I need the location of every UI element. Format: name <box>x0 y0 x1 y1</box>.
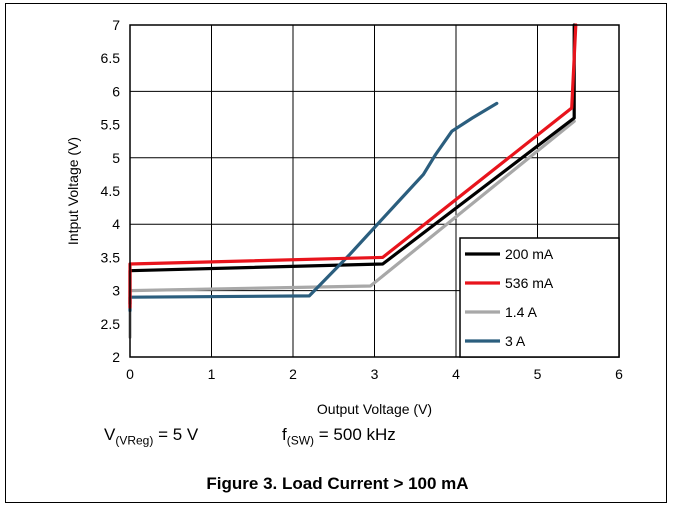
legend-box <box>459 237 620 358</box>
y-tick-label: 5 <box>112 150 120 166</box>
axes <box>129 24 620 358</box>
legend-label: 3 A <box>505 333 526 349</box>
fsw-value: = 500 kHz <box>314 425 396 444</box>
figure-frame <box>5 3 667 503</box>
y-tick-label: 7 <box>112 17 120 33</box>
x-tick-label: 3 <box>371 366 379 382</box>
legend-label: 536 mA <box>505 275 554 291</box>
y-axis-label: Intput Voltage (V) <box>65 137 81 245</box>
chart: 0 1 2 3 4 5 6 2 2.5 3 3.5 4 4.5 5 5.5 6 6.5 7 Output Volt… <box>65 17 624 417</box>
legend-label: 1.4 A <box>505 304 538 320</box>
fsw-subscript: (SW) <box>286 433 315 448</box>
x-tick-label: 1 <box>208 366 216 382</box>
x-tick-label: 5 <box>534 366 542 382</box>
x-tick-label: 4 <box>452 366 460 382</box>
fsw-symbol: f <box>282 425 287 444</box>
y-tick-label: 2 <box>112 349 120 365</box>
series-line-3-a <box>128 101 499 313</box>
y-tick-label: 6 <box>112 83 120 99</box>
y-tick-label: 4.5 <box>101 183 121 199</box>
legend: 200 mA 536 mA 1.4 A 3 A <box>459 237 620 358</box>
x-axis-label: Output Voltage (V) <box>317 401 432 417</box>
y-tick-label: 3 <box>112 283 120 299</box>
y-tick-label: 2.5 <box>101 316 121 332</box>
y-tick-label: 5.5 <box>101 117 121 133</box>
vreg-symbol: V <box>104 425 116 444</box>
y-tick-label: 6.5 <box>101 50 121 66</box>
y-tick-label: 3.5 <box>101 249 121 265</box>
figure-caption: Figure 3. Load Current > 100 mA <box>206 474 469 493</box>
y-tick-label: 4 <box>112 216 120 232</box>
vreg-condition: V(VReg) = 5 V <box>104 425 198 447</box>
x-tick-label: 0 <box>126 366 134 382</box>
vreg-value: = 5 V <box>153 425 199 444</box>
x-tick-label: 6 <box>615 366 623 382</box>
tick-labels: 0 1 2 3 4 5 6 2 2.5 3 3.5 4 4.5 5 5.5 6 6.5 7 <box>101 17 624 382</box>
plot-area-border <box>129 24 620 358</box>
legend-label: 200 mA <box>505 246 554 262</box>
vreg-subscript: (VReg) <box>115 433 154 448</box>
x-tick-label: 2 <box>289 366 297 382</box>
fsw-condition: f(SW) = 500 kHz <box>282 425 396 447</box>
